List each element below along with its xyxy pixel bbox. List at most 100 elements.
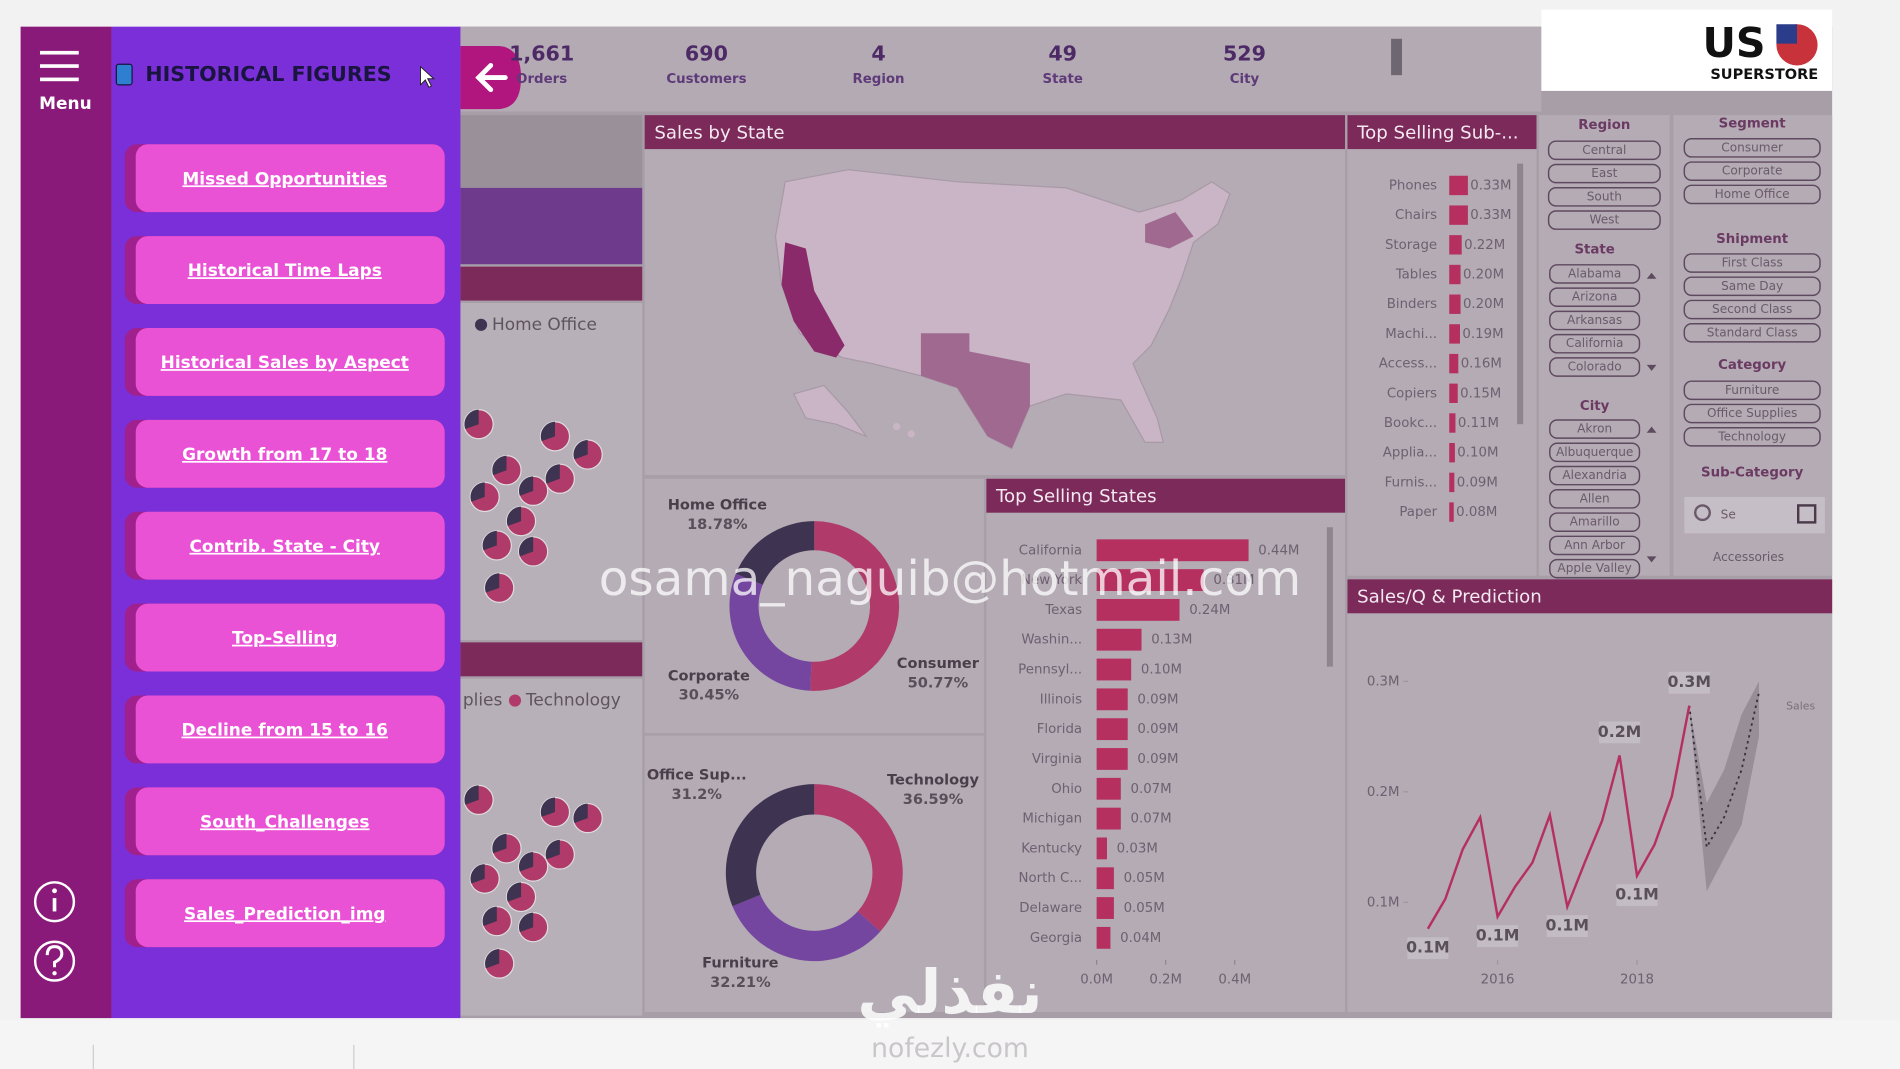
slicer-item[interactable] (1547, 163, 1661, 184)
hamburger[interactable] (39, 50, 79, 82)
y-tick-label: 0.3M (1367, 674, 1400, 689)
slicer-item[interactable] (1683, 426, 1821, 447)
slicer-item[interactable] (1683, 276, 1821, 297)
scrollbar[interactable] (1326, 527, 1333, 667)
hidden-band (460, 187, 643, 265)
donut-label: Home Office (668, 497, 767, 513)
slicer-item[interactable] (1547, 187, 1661, 207)
data-label-box (1598, 721, 1641, 744)
scroll-arrow[interactable] (1646, 556, 1657, 563)
category-label: Copiers (1387, 386, 1437, 401)
category-label: Michigan (1022, 812, 1082, 827)
category-label: California (1019, 543, 1082, 558)
panel-title: Sales/Q & Prediction (1357, 587, 1542, 608)
slicer-item[interactable] (1683, 253, 1821, 273)
menu-button[interactable]: Decline from 15 to 16 (124, 695, 445, 764)
menu-button[interactable]: Contrib. State - City (124, 511, 445, 580)
menu-button[interactable]: Growth from 17 to 18 (124, 419, 445, 488)
menu-button[interactable]: Historical Time Laps (124, 236, 445, 304)
menu-button[interactable]: South_Challenges (124, 787, 445, 856)
pie-markers (463, 409, 603, 979)
bar (1449, 235, 1462, 255)
search-icon (1694, 504, 1711, 522)
menu-button[interactable]: Historical Sales by Aspect (124, 327, 445, 396)
slicer-item[interactable] (1549, 333, 1641, 354)
menu-button[interactable]: Missed Opportunities (124, 144, 445, 213)
data-label: 0.20M (1463, 297, 1504, 312)
menu-button-label: Historical Sales by Aspect (161, 352, 409, 372)
select-icon[interactable] (1797, 504, 1817, 524)
slicer-item[interactable] (1683, 380, 1821, 401)
data-label: 0.07M (1130, 782, 1171, 797)
pie-slice (485, 573, 500, 593)
menu-button-label: Decline from 15 to 16 (182, 720, 388, 740)
hawaii (893, 422, 901, 431)
data-label: 0.1M (1615, 885, 1659, 904)
menu-button-face (135, 603, 445, 672)
donut-value: 31.2% (672, 787, 723, 803)
sidebar (20, 26, 112, 1019)
slicer-item[interactable] (1683, 184, 1821, 205)
menu-button[interactable]: Top-Selling (124, 603, 445, 672)
slicer-item[interactable] (1549, 489, 1641, 509)
slicer-item-label: First Class (1722, 256, 1783, 270)
info-button[interactable] (33, 881, 76, 923)
slicer-item[interactable] (1683, 138, 1821, 158)
bar (1449, 353, 1459, 374)
slicer-item[interactable] (1547, 140, 1661, 161)
watermark-arabic: نفذلي (857, 958, 1042, 1028)
slicer-item[interactable] (1683, 403, 1821, 424)
donut-value: 50.77% (908, 676, 969, 692)
slicer-item[interactable] (1549, 419, 1641, 439)
slicer-item[interactable] (1549, 357, 1641, 377)
bar (1096, 777, 1121, 800)
donut-value: 30.45% (679, 688, 740, 704)
data-label: 0.1M (1476, 926, 1520, 945)
kpi-label: City (1230, 72, 1260, 87)
slicer-item[interactable] (1549, 310, 1641, 331)
pie-slice (519, 912, 534, 933)
search-box[interactable] (1684, 496, 1825, 534)
slicer-item-label: Consumer (1721, 140, 1783, 154)
category-label: Ohio (1051, 782, 1082, 797)
slicer-item[interactable] (1549, 264, 1641, 284)
slicer-item-label: Arkansas (1567, 313, 1622, 327)
data-label: 0.07M (1130, 812, 1171, 827)
slicer-item[interactable] (1547, 210, 1661, 230)
slicer-item[interactable] (1549, 558, 1641, 579)
category-label: Applia... (1383, 446, 1437, 461)
donut-label: Furniture (702, 956, 778, 972)
donut-value: 32.21% (710, 975, 771, 991)
category-label: Illinois (1040, 692, 1082, 707)
slicer-item-label: Corporate (1722, 164, 1783, 178)
slicer-item[interactable] (1549, 535, 1641, 556)
slicer-item[interactable] (1549, 442, 1641, 463)
data-label: 0.19M (1462, 327, 1503, 342)
slicer-item[interactable] (1683, 161, 1821, 181)
pie-slice (540, 797, 555, 817)
pie-slice (464, 785, 479, 805)
scrollbar[interactable] (1517, 163, 1524, 425)
slicer-item[interactable] (1549, 287, 1641, 308)
pie-slice (545, 839, 560, 860)
scroll-arrow[interactable] (1646, 364, 1657, 371)
slicer-item[interactable] (1683, 323, 1821, 343)
pie-slice (492, 833, 507, 854)
slicer-item[interactable] (1683, 299, 1821, 320)
legend-text: Home Office (492, 314, 597, 334)
help-button[interactable] (33, 940, 76, 982)
legend-text: Technology (525, 690, 621, 710)
menu-button-face (135, 419, 445, 488)
watermark-email: osama_naguib@hotmail.com (599, 551, 1301, 607)
state-texas (920, 333, 1030, 449)
slicer-item[interactable] (1549, 465, 1641, 486)
data-label-box (1407, 937, 1449, 960)
slicer-item-label[interactable]: Accessories (1713, 550, 1784, 564)
slicer-item[interactable] (1549, 512, 1641, 532)
menu-button[interactable]: Sales_Prediction_img (124, 879, 445, 948)
scroll-arrow[interactable] (1646, 272, 1657, 279)
scroll-arrow[interactable] (1646, 426, 1657, 433)
x-tick-label: 0.2M (1149, 972, 1182, 987)
slicer-item-label: Akron (1577, 422, 1612, 436)
